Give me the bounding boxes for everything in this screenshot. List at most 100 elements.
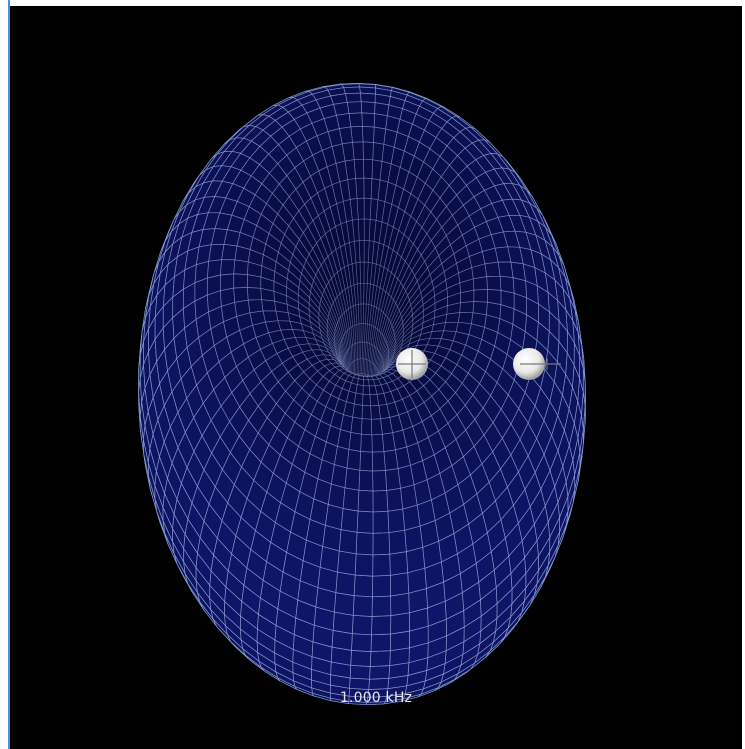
torus-face — [344, 92, 362, 103]
torus-face — [363, 261, 369, 284]
torus-face — [332, 298, 341, 321]
torus-face — [354, 553, 374, 577]
torus-face — [353, 240, 361, 264]
torus-face — [221, 244, 238, 261]
torus-face — [330, 274, 341, 298]
torus-face — [333, 340, 340, 357]
torus-face — [348, 326, 353, 347]
torus-face — [387, 508, 406, 534]
torus-face — [340, 508, 359, 533]
torus-face — [343, 86, 361, 95]
torus-face — [299, 272, 313, 293]
torus-mesh — [138, 82, 586, 706]
window-right-edge — [742, 0, 745, 749]
torus-face — [404, 525, 424, 553]
torus-face — [372, 490, 389, 513]
torus-face — [334, 592, 355, 616]
torus-face — [233, 273, 248, 289]
torus-face — [372, 510, 390, 534]
torus-face — [349, 664, 371, 680]
torus-face — [261, 299, 277, 312]
torus-face — [371, 451, 386, 472]
torus-face — [363, 218, 371, 242]
torus-face — [385, 468, 401, 491]
3d-viewport[interactable]: 1.000 kHz — [10, 6, 742, 749]
window-left-accent — [8, 0, 10, 749]
torus-face — [326, 329, 335, 345]
frequency-label: 1.000 kHz — [339, 690, 413, 706]
torus-face — [352, 403, 363, 420]
torus-face — [370, 405, 381, 420]
torus-face — [360, 433, 373, 453]
pointer-marker[interactable] — [513, 348, 561, 380]
torus-face — [359, 451, 373, 472]
torus-face — [346, 348, 351, 368]
torus-face — [472, 276, 488, 291]
torus-face — [355, 532, 374, 556]
torus-face — [389, 572, 410, 597]
torus-face — [348, 112, 363, 128]
torus-face — [355, 358, 358, 376]
origin-marker[interactable] — [396, 348, 428, 380]
torus-face — [372, 553, 391, 577]
torus-face — [246, 274, 262, 289]
torus-face — [371, 434, 385, 453]
window-left-edge — [0, 0, 10, 749]
torus-face — [338, 529, 358, 555]
torus-face — [318, 307, 328, 327]
torus-face — [388, 529, 407, 555]
torus-face — [297, 286, 310, 305]
torus-face — [320, 259, 332, 283]
torus-face — [362, 141, 374, 161]
torus-face — [445, 312, 461, 323]
torus-pattern-plot[interactable] — [10, 6, 742, 749]
torus-face — [357, 489, 374, 513]
torus-face — [328, 341, 337, 354]
torus-face — [497, 261, 514, 278]
torus-face — [351, 262, 358, 286]
torus-face — [344, 242, 353, 266]
torus-face — [390, 592, 410, 617]
torus-face — [352, 595, 373, 617]
torus-face — [361, 405, 372, 420]
torus-face — [298, 232, 314, 255]
torus-face — [350, 126, 364, 143]
torus-face — [460, 289, 475, 304]
torus-face — [335, 571, 356, 597]
torus-face — [486, 275, 502, 291]
torus-face — [473, 289, 488, 303]
torus-face — [220, 259, 236, 276]
window-top-edge — [10, 0, 745, 6]
torus-face — [350, 650, 372, 667]
torus-face — [348, 432, 362, 452]
torus-face — [333, 334, 340, 351]
torus-face — [389, 551, 409, 576]
torus-face — [347, 263, 355, 287]
torus-face — [372, 574, 391, 598]
torus-face — [355, 384, 364, 395]
torus-face — [334, 369, 345, 379]
torus-face — [372, 470, 388, 492]
torus-face — [351, 633, 372, 652]
torus-face — [369, 650, 391, 667]
torus-face — [246, 287, 262, 301]
torus-face — [361, 112, 375, 128]
torus-face — [360, 92, 376, 103]
torus-face — [371, 595, 392, 617]
torus-face — [346, 101, 363, 114]
torus-face — [337, 318, 344, 340]
torus-face — [346, 449, 361, 471]
torus-face — [363, 158, 374, 179]
torus-face — [351, 614, 373, 636]
torus-face — [363, 197, 372, 220]
torus-face — [457, 312, 474, 325]
torus-face — [369, 665, 391, 680]
torus-face — [386, 487, 404, 512]
torus-face — [350, 416, 363, 435]
torus-face — [329, 345, 338, 358]
torus-face — [317, 344, 329, 353]
torus-face — [358, 240, 365, 263]
torus-face — [356, 510, 374, 534]
torus-face — [305, 336, 319, 346]
torus-face — [363, 282, 368, 305]
